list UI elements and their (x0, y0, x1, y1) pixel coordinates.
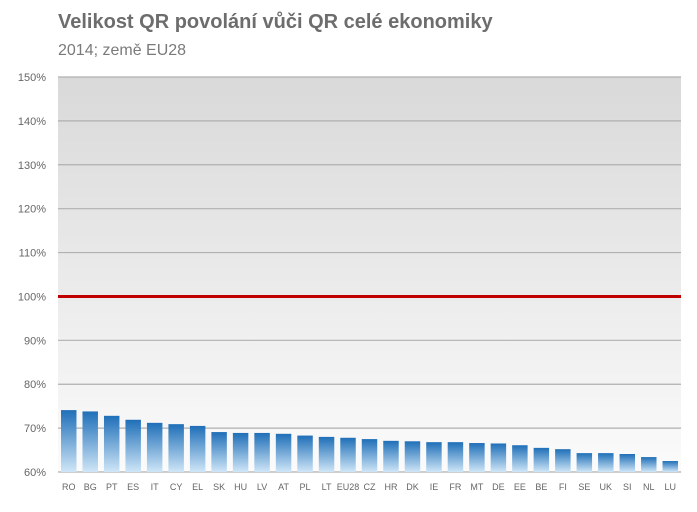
x-tick-label: HR (384, 482, 397, 492)
bars (61, 410, 678, 472)
bar-bg (82, 411, 98, 472)
bar-at (275, 433, 292, 472)
x-tick-label: SI (623, 482, 632, 492)
x-tick-label: NL (643, 482, 655, 492)
bar-sk (211, 432, 227, 472)
bar-ro (61, 410, 77, 472)
x-tick-label: RO (62, 482, 76, 492)
bar-se (576, 453, 593, 472)
bar-eu28 (340, 437, 356, 472)
x-tick-label: SE (578, 482, 590, 492)
x-tick-label: PT (106, 482, 118, 492)
bar-lu (662, 461, 678, 472)
x-tick-label: BE (535, 482, 547, 492)
bar-el (189, 425, 206, 472)
bar-dk (404, 441, 421, 472)
bar-si (619, 454, 636, 472)
x-tick-label: LU (665, 482, 677, 492)
bar-lt (318, 436, 335, 472)
x-tick-label: EE (514, 482, 526, 492)
x-tick-label: CY (170, 482, 183, 492)
x-tick-label: ES (127, 482, 139, 492)
y-tick-label: 60% (24, 467, 46, 479)
bar-de (490, 443, 507, 472)
bar-nl (641, 457, 657, 472)
y-tick-label: 80% (24, 379, 46, 391)
bar-cz (361, 439, 378, 472)
y-tick-label: 140% (18, 116, 46, 128)
x-tick-label: EL (192, 482, 203, 492)
x-tick-label: PL (300, 482, 311, 492)
bar-uk (598, 453, 614, 472)
x-tick-label: IE (430, 482, 439, 492)
y-axis: 60% 70% 80% 90% 100% 110% 120% 130% 140% 150% (18, 72, 46, 479)
x-tick-label: EU28 (337, 482, 360, 492)
bar-hu (232, 432, 249, 472)
x-tick-label: MT (470, 482, 483, 492)
x-tick-label: LT (322, 482, 332, 492)
x-tick-label: DE (492, 482, 505, 492)
x-tick-label: IT (151, 482, 160, 492)
y-tick-label: 110% (19, 248, 47, 260)
x-tick-label: FI (559, 482, 567, 492)
plot-area (58, 77, 681, 472)
bar-lv (254, 432, 270, 472)
bar-fr (447, 442, 464, 472)
bar-fi (555, 449, 571, 472)
bar-ie (426, 442, 442, 472)
bar-pl (297, 435, 313, 472)
y-tick-label: 90% (24, 335, 46, 347)
y-tick-label: 100% (18, 291, 46, 303)
x-tick-label: LV (257, 482, 267, 492)
x-tick-label: UK (600, 482, 613, 492)
x-tick-label: HU (234, 482, 247, 492)
x-tick-label: FR (449, 482, 461, 492)
bar-hr (383, 440, 399, 472)
x-tick-label: SK (213, 482, 225, 492)
x-tick-label: BG (84, 482, 97, 492)
chart-subtitle: 2014; země EU28 (58, 42, 187, 59)
bar-pt (103, 415, 120, 472)
y-tick-label: 150% (18, 72, 46, 84)
bar-be (533, 447, 550, 472)
y-tick-label: 130% (18, 160, 46, 172)
y-tick-label: 120% (18, 204, 46, 216)
bar-it (146, 422, 163, 472)
x-tick-label: AT (278, 482, 289, 492)
x-tick-label: CZ (364, 482, 376, 492)
x-axis: RO BG PT ES IT CY EL SK HU LV AT PL LT EU28 CZ HR DK IE FR… (62, 482, 676, 492)
bar-es (125, 419, 141, 472)
y-tick-label: 70% (24, 423, 46, 435)
bar-cy (168, 424, 184, 472)
bar-ee (512, 445, 528, 472)
bar-mt (469, 443, 485, 472)
x-tick-label: DK (406, 482, 419, 492)
chart-title: Velikost QR povolání vůči QR celé ekonom… (58, 11, 493, 33)
